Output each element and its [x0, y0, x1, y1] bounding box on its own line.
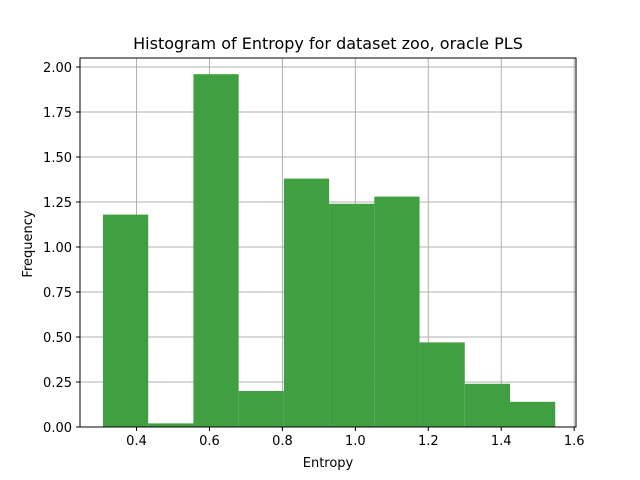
- y-tick-label: 0.25: [43, 376, 72, 391]
- x-tick-label: 0.6: [199, 434, 220, 449]
- y-tick-label: 2.00: [43, 61, 72, 76]
- x-tick-label: 1.2: [418, 434, 439, 449]
- x-tick-label: 0.8: [272, 434, 293, 449]
- x-axis-label: Entropy: [303, 456, 354, 471]
- chart-title: Histogram of Entropy for dataset zoo, or…: [133, 34, 523, 53]
- histogram-bar: [464, 383, 510, 427]
- bars: [102, 74, 556, 427]
- x-tick-label: 1.4: [491, 434, 512, 449]
- y-tick-label: 0.75: [43, 286, 72, 301]
- histogram-bar: [193, 74, 239, 427]
- y-axis-label: Frequency: [21, 210, 36, 277]
- histogram-bar: [419, 342, 465, 427]
- x-tick-label: 0.4: [126, 434, 147, 449]
- x-tick-label: 1.0: [345, 434, 366, 449]
- x-tick-label: 1.6: [564, 434, 585, 449]
- histogram-bar: [102, 214, 149, 427]
- y-tick-label: 0.00: [43, 421, 72, 436]
- y-tick-label: 1.25: [43, 196, 72, 211]
- y-tick-label: 1.00: [43, 241, 72, 256]
- plot-frame: [79, 57, 577, 428]
- histogram-bar: [329, 203, 375, 427]
- y-tick-label: 1.75: [43, 106, 72, 121]
- y-tick-label: 1.50: [43, 151, 72, 166]
- y-tick-label: 0.50: [43, 331, 72, 346]
- histogram-bar: [148, 423, 194, 427]
- histogram-bar: [374, 196, 420, 427]
- histogram-bar: [238, 391, 284, 427]
- y-axis-ticks: 0.00 0.25 0.50 0.75 1.00 1.25 1.50 1.75 2.00: [43, 61, 80, 436]
- x-axis-ticks: 0.4 0.6 0.8 1.0 1.2 1.4 1.6: [126, 427, 585, 449]
- histogram-bar: [509, 401, 556, 427]
- histogram-bar: [283, 178, 330, 427]
